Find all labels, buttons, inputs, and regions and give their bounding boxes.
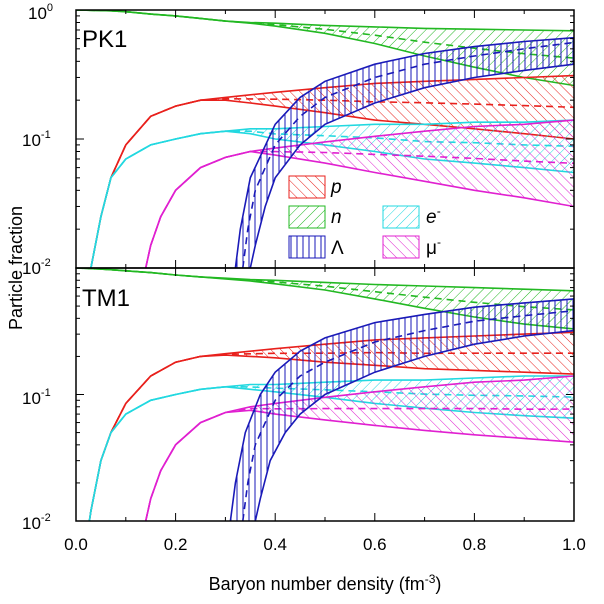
legend-label-p: p	[330, 177, 342, 198]
mu-band-pk1	[145, 120, 574, 268]
p-band-tm1	[89, 332, 574, 521]
panel-label-tm1: TM1	[82, 285, 130, 312]
xtick-label-5: 1.0	[562, 535, 586, 554]
ytick-label-bottom-1e-1: 10-1	[22, 387, 51, 408]
panel-label-pk1: PK1	[82, 26, 127, 53]
lambda-lower-line-tm1	[254, 329, 574, 521]
plot-area-tm1	[76, 268, 574, 521]
lambda-band-tm1	[230, 298, 574, 521]
lambda-lower-line-pk1	[249, 63, 574, 268]
x-axis-title: Baryon number density (fm-3)	[209, 572, 442, 594]
n-mid-dashed-pk1	[76, 10, 574, 59]
xtick-label-3: 0.6	[363, 535, 387, 554]
lambda-mid-dashed-tm1	[242, 309, 574, 521]
ytick-label-bottom-1e-2: 10-2	[22, 512, 51, 533]
legend-swatch-lambda	[288, 235, 326, 259]
e-mid-dashed-tm1	[88, 385, 574, 521]
xtick-label-0: 0.0	[64, 535, 88, 554]
lambda-upper-line-pk1	[234, 36, 574, 268]
legend-swatch-e	[382, 205, 420, 229]
plot-area-pk1	[76, 10, 574, 268]
axis-ticks	[75, 9, 575, 522]
legend-label-n: n	[331, 207, 342, 228]
xtick-label-2: 0.4	[263, 535, 287, 554]
n-mid-dashed-tm1	[76, 268, 574, 311]
legend-label-lambda: Λ	[331, 238, 344, 259]
legend-label-e: e-	[426, 204, 441, 228]
ytick-label-top-1e-2: 10-2	[22, 257, 51, 278]
lambda-band-pk1	[235, 37, 574, 268]
panel-pk1	[76, 10, 574, 268]
xtick-label-1: 0.2	[164, 535, 188, 554]
ytick-label-top-1e0: 100	[28, 2, 53, 23]
legend-swatch-n	[288, 205, 326, 229]
legend-swatch-mu	[382, 235, 420, 259]
legend: p n e- Λ μ-	[288, 175, 441, 259]
legend-swatch-p	[288, 175, 326, 199]
legend-label-mu: μ-	[426, 235, 441, 259]
mu-band-tm1	[145, 376, 574, 521]
lambda-mid-dashed-pk1	[242, 41, 574, 268]
xtick-label-4: 0.8	[463, 535, 487, 554]
lambda-upper-line-tm1	[229, 298, 574, 521]
panel-tm1	[76, 268, 574, 521]
ytick-label-top-1e-1: 10-1	[22, 129, 51, 150]
y-axis-title: Particle fraction	[6, 206, 26, 330]
